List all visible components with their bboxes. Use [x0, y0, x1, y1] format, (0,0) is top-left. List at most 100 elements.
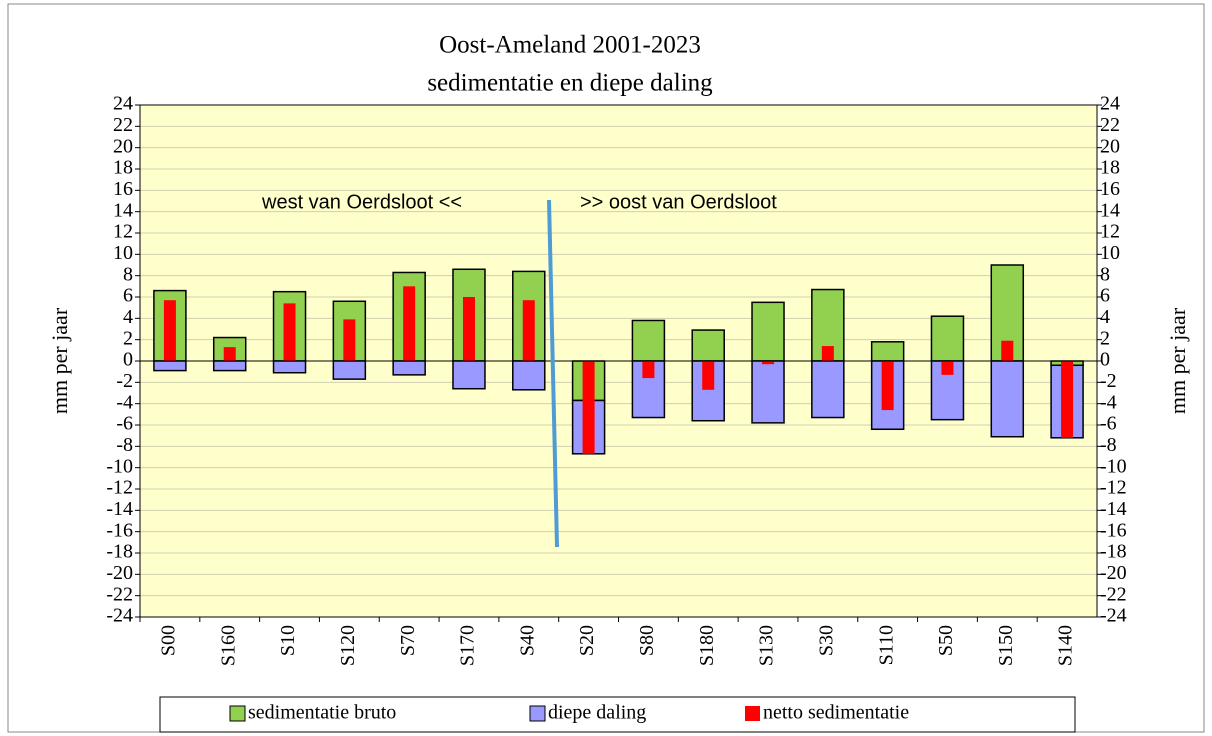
y-tick-label: 22 — [113, 114, 133, 136]
x-tick-label: S150 — [995, 625, 1017, 666]
y2-tick-label: -12 — [1100, 477, 1127, 499]
bar — [870, 341, 905, 362]
x-tick-label: S20 — [576, 625, 598, 656]
bar-netto — [1061, 361, 1074, 438]
y2-tick-label: -18 — [1100, 541, 1127, 563]
legend-label: netto sedimentatie — [763, 702, 909, 724]
y2-tick-label: -20 — [1100, 562, 1127, 584]
x-tick-label: S180 — [696, 625, 718, 666]
legend-swatch — [745, 706, 760, 721]
chart-subtitle: sedimentatie en diepe daling — [427, 70, 713, 97]
y2-tick-label: -2 — [1100, 370, 1117, 392]
bar-netto — [1001, 340, 1014, 361]
y-tick-label: -14 — [106, 498, 133, 520]
bar-netto — [522, 300, 535, 361]
bar-netto — [881, 361, 894, 411]
y2-tick-label: -16 — [1100, 519, 1127, 541]
y-tick-label: -10 — [106, 455, 133, 477]
x-tick-label: S120 — [337, 625, 359, 666]
bar-netto — [821, 346, 834, 361]
y-tick-label: 14 — [113, 199, 133, 221]
annotation: >> oost van Oerdsloot — [580, 191, 777, 213]
legend-label: sedimentatie bruto — [248, 702, 396, 724]
bar-netto — [403, 286, 416, 361]
y-tick-label: 6 — [123, 285, 133, 307]
y2-tick-label: -10 — [1100, 455, 1127, 477]
bar-netto — [642, 361, 655, 379]
y-tick-label: -4 — [116, 391, 133, 413]
bar — [811, 360, 845, 419]
y-tick-label: 12 — [113, 221, 133, 243]
x-tick-label: S170 — [457, 625, 479, 666]
y2-tick-label: 4 — [1100, 306, 1110, 328]
bar-netto — [582, 361, 595, 454]
y-tick-label: 18 — [113, 157, 133, 179]
y2-tick-label: -22 — [1100, 583, 1127, 605]
y-tick-label: 2 — [123, 327, 133, 349]
bar-netto — [462, 297, 475, 361]
y2-axis-label: mm per jaar — [1165, 307, 1190, 414]
y-tick-label: -8 — [116, 434, 133, 456]
legend-swatch — [229, 705, 246, 722]
x-tick-label: S50 — [935, 625, 957, 656]
bar-netto — [343, 319, 356, 361]
bar-netto — [163, 300, 176, 361]
x-tick-label: S40 — [516, 625, 538, 656]
y2-tick-label: -14 — [1100, 498, 1127, 520]
x-tick-label: S140 — [1055, 625, 1077, 666]
y2-tick-label: 18 — [1100, 157, 1120, 179]
y2-tick-label: 6 — [1100, 285, 1110, 307]
y2-tick-label: 14 — [1100, 199, 1120, 221]
bar — [990, 360, 1025, 438]
y-tick-label: -24 — [106, 605, 133, 627]
bar — [452, 360, 486, 390]
bar — [631, 319, 666, 362]
y-tick-label: -16 — [106, 519, 133, 541]
y2-tick-label: 16 — [1100, 178, 1120, 200]
y2-tick-label: 12 — [1100, 221, 1120, 243]
x-tick-label: S10 — [277, 625, 299, 656]
y2-tick-label: -8 — [1100, 434, 1117, 456]
bar — [691, 329, 725, 362]
y-tick-label: 4 — [123, 306, 133, 328]
y-axis-label: mm per jaar — [47, 307, 72, 414]
x-tick-label: S70 — [397, 625, 419, 656]
legend-swatch — [529, 705, 546, 722]
y2-tick-label: -24 — [1100, 605, 1127, 627]
x-tick-label: S80 — [636, 625, 658, 656]
bar — [332, 360, 367, 380]
y2-tick-label: 20 — [1100, 135, 1120, 157]
bar-netto — [223, 347, 236, 361]
y-tick-label: 8 — [123, 263, 133, 285]
y2-tick-label: 2 — [1100, 327, 1110, 349]
y2-tick-label: 0 — [1100, 349, 1110, 371]
bar-netto — [762, 361, 775, 365]
bar-netto — [702, 361, 715, 390]
bar — [212, 360, 247, 372]
y-tick-label: 20 — [113, 135, 133, 157]
divider — [547, 199, 559, 548]
annotation: west van Oerdsloot << — [261, 191, 462, 213]
bar — [751, 301, 785, 362]
bar — [272, 360, 307, 374]
chart-title: Oost-Ameland 2001-2023 — [439, 32, 701, 59]
x-tick-label: S110 — [875, 625, 897, 665]
x-tick-label: S00 — [158, 625, 180, 656]
x-tick-label: S30 — [815, 625, 837, 656]
y-tick-label: -18 — [106, 541, 133, 563]
bar — [930, 315, 965, 362]
y-tick-label: -20 — [106, 562, 133, 584]
y2-tick-label: 24 — [1100, 93, 1120, 115]
y-tick-label: 0 — [123, 349, 133, 371]
x-tick-label: S130 — [756, 625, 778, 666]
y-tick-label: -12 — [106, 477, 133, 499]
y-tick-label: -6 — [116, 413, 133, 435]
legend-label: diepe daling — [548, 702, 646, 724]
bar-netto — [283, 303, 296, 361]
bar — [751, 360, 785, 424]
y2-tick-label: 22 — [1100, 114, 1120, 136]
bar-netto — [941, 361, 954, 375]
y2-tick-label: -6 — [1100, 413, 1117, 435]
legend — [159, 696, 1076, 733]
